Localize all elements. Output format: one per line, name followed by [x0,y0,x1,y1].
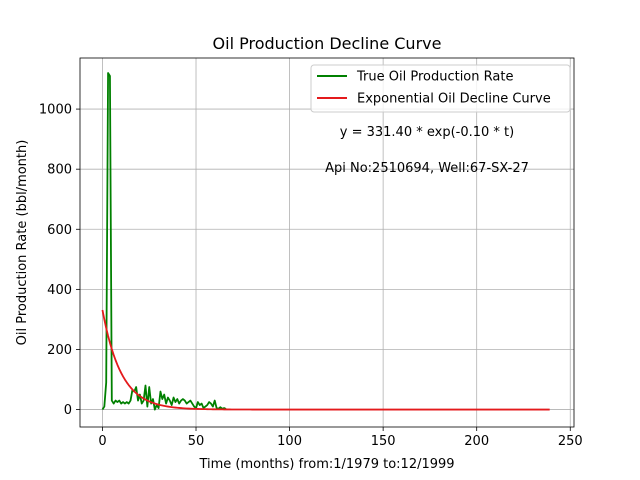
y-axis-label: Oil Production Rate (bbl/month) [15,140,30,346]
series-line-exp-curve [101,309,550,411]
y-tick-label: 600 [47,223,72,238]
plot-frame [79,57,575,428]
legend-label-true-rate: True Oil Production Rate [356,70,513,85]
equation-annotation: y = 331.40 * exp(-0.10 * t) [340,125,514,140]
series-layer [101,72,550,411]
y-tick-label: 400 [47,283,72,298]
well-annotation: Api No:2510694, Well:67-SX-27 [325,161,529,176]
x-tick-label: 200 [464,434,489,449]
chart-title: Oil Production Decline Curve [213,34,442,53]
y-axis-ticks: 0 200 400 600 800 1000 [39,103,80,418]
x-tick-label: 250 [558,434,583,449]
y-tick-label: 800 [47,163,72,178]
x-tick-label: 0 [98,434,106,449]
x-tick-label: 100 [277,434,302,449]
legend: True Oil Production Rate Exponential Oil… [310,64,571,113]
y-tick-label: 200 [47,343,72,358]
y-tick-label: 0 [64,403,72,418]
legend-box [310,64,571,113]
x-axis-ticks: 0 50 100 150 200 250 [98,427,583,449]
x-tick-label: 50 [188,434,205,449]
x-tick-label: 150 [371,434,396,449]
series-line-true-rate [101,72,227,411]
grid-lines [80,58,574,427]
x-axis-label: Time (months) from:1/1979 to:12/1999 [198,457,454,472]
legend-label-exp-curve: Exponential Oil Decline Curve [357,92,551,107]
y-tick-label: 1000 [39,103,72,118]
